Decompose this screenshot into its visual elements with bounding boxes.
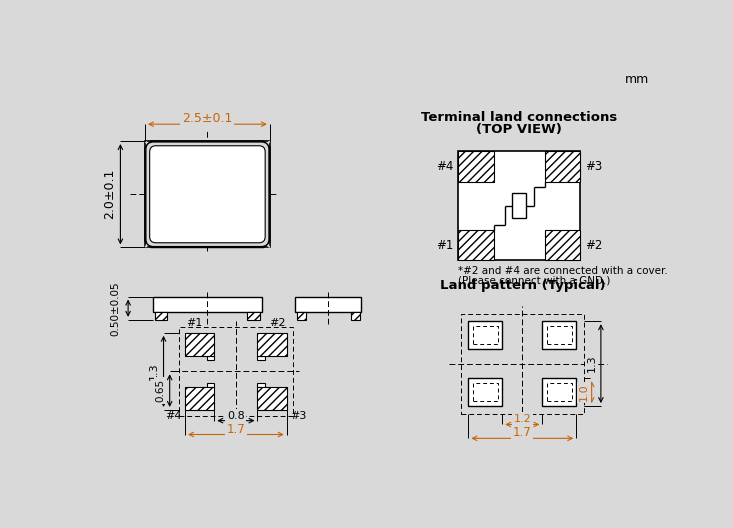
Text: 1.3: 1.3: [586, 355, 597, 372]
Bar: [458, 230, 494, 260]
Bar: [248, 312, 259, 320]
Bar: [257, 383, 265, 386]
Bar: [545, 230, 580, 260]
Bar: [152, 297, 262, 312]
Bar: [458, 151, 580, 260]
Text: (TOP VIEW): (TOP VIEW): [476, 123, 562, 136]
Text: (Please connect with a GND.): (Please connect with a GND.): [458, 276, 611, 286]
Bar: [207, 356, 214, 360]
Bar: [297, 312, 306, 320]
FancyBboxPatch shape: [150, 146, 265, 243]
Bar: [257, 356, 265, 360]
Text: #1: #1: [187, 318, 203, 328]
Text: 0.8: 0.8: [227, 411, 245, 421]
Text: Terminal land connections: Terminal land connections: [421, 111, 617, 124]
Text: #2: #2: [585, 239, 602, 251]
FancyBboxPatch shape: [146, 142, 269, 247]
Bar: [207, 383, 214, 386]
Text: *#2 and #4 are connected with a cover.: *#2 and #4 are connected with a cover.: [458, 266, 668, 276]
Bar: [545, 151, 580, 182]
Bar: [473, 383, 498, 401]
Bar: [185, 386, 214, 410]
Bar: [461, 314, 584, 414]
Text: 2.0±0.1: 2.0±0.1: [103, 169, 116, 220]
Text: 1.0: 1.0: [579, 383, 589, 401]
Text: 1.7: 1.7: [513, 427, 531, 439]
Bar: [458, 151, 494, 182]
Bar: [468, 322, 502, 349]
Bar: [179, 327, 293, 416]
Text: 1.7: 1.7: [226, 423, 246, 436]
Text: 0.65: 0.65: [155, 379, 166, 402]
Bar: [185, 333, 214, 356]
Text: mm: mm: [625, 73, 649, 86]
Bar: [145, 141, 270, 248]
Bar: [468, 378, 502, 406]
Text: #2: #2: [269, 318, 285, 328]
Text: #3: #3: [290, 411, 306, 421]
Bar: [295, 297, 361, 312]
Bar: [547, 383, 572, 401]
Text: 1.3: 1.3: [150, 363, 159, 380]
Text: #1: #1: [436, 239, 454, 251]
Bar: [350, 312, 360, 320]
Text: 1.2: 1.2: [514, 414, 531, 424]
Bar: [512, 193, 526, 218]
Bar: [257, 386, 287, 410]
Text: Land pattern (Typical): Land pattern (Typical): [440, 279, 605, 293]
Text: 2.5±0.1: 2.5±0.1: [183, 111, 232, 125]
Text: #4: #4: [166, 411, 182, 421]
Bar: [257, 333, 287, 356]
Bar: [542, 378, 576, 406]
Text: #3: #3: [585, 160, 602, 173]
Text: 0.50±0.05: 0.50±0.05: [111, 281, 121, 335]
Bar: [547, 326, 572, 344]
Bar: [473, 326, 498, 344]
Text: #4: #4: [436, 160, 454, 173]
Bar: [155, 312, 167, 320]
Polygon shape: [145, 141, 270, 248]
Bar: [542, 322, 576, 349]
